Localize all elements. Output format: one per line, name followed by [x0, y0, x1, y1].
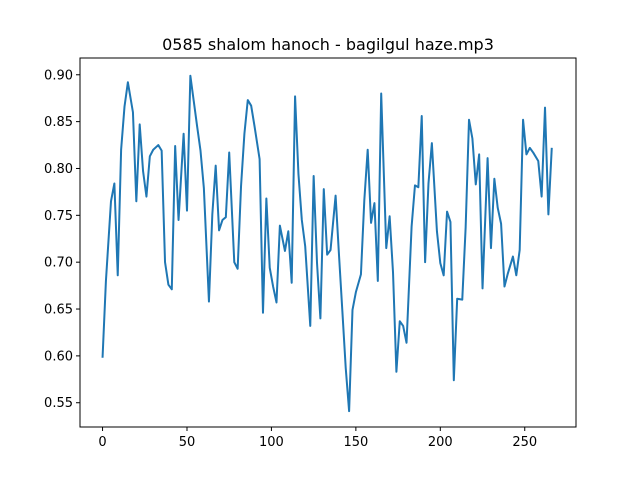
y-tick-label: 0.85 — [44, 115, 73, 130]
y-tick-label: 0.55 — [44, 396, 73, 411]
x-tick-label: 50 — [179, 435, 196, 450]
y-tick-label: 0.75 — [44, 209, 73, 224]
chart-title: 0585 shalom hanoch - bagilgul haze.mp3 — [162, 35, 494, 54]
y-tick-label: 0.90 — [44, 68, 73, 83]
y-tick-label: 0.65 — [44, 303, 73, 318]
axes-frame — [79, 57, 577, 428]
x-tick-label: 0 — [98, 435, 106, 450]
axis-ticks: 0 50 100 150 200 250 0.55 0.60 0.65 0.70 0.75 0.80 0… — [44, 68, 537, 450]
plot-area — [101, 74, 553, 413]
x-tick-label: 150 — [343, 435, 368, 450]
x-tick-label: 250 — [512, 435, 537, 450]
series-line-0 — [101, 74, 553, 413]
y-tick-label: 0.60 — [44, 349, 73, 364]
y-tick-label: 0.70 — [44, 256, 73, 271]
y-tick-label: 0.80 — [44, 162, 73, 177]
x-tick-label: 100 — [259, 435, 284, 450]
x-tick-label: 200 — [428, 435, 453, 450]
